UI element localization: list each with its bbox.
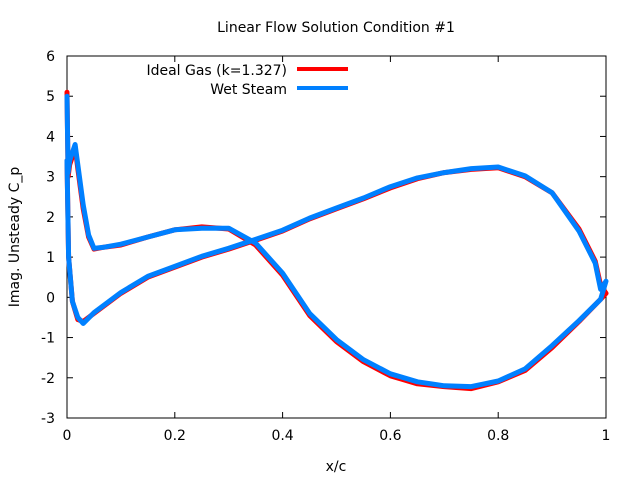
x-axis-label: x/c [326,459,347,475]
y-tick-label: 2 [46,210,55,226]
chart-title: Linear Flow Solution Condition #1 [217,20,455,36]
series-line-ideal-gas [64,89,609,392]
y-tick-label: 5 [46,89,55,105]
y-tick-label: -2 [41,371,55,387]
x-tick-label: 0.4 [271,428,293,444]
y-tick-label: -3 [41,411,55,427]
legend-label-wet-steam: Wet Steam [210,82,287,98]
legend: Ideal Gas (k=1.327) Wet Steam [146,63,348,98]
y-tick-label: 0 [46,290,55,306]
legend-label-ideal-gas: Ideal Gas (k=1.327) [146,63,287,79]
y-tick-label: -1 [41,331,55,347]
x-tick-label: 0.6 [379,428,401,444]
x-tick-label: 1 [602,428,611,444]
y-tick-label: 4 [46,129,55,145]
x-tick-label: 0.8 [487,428,509,444]
y-tick-label: 6 [46,49,55,65]
y-tick-label: 3 [46,170,55,186]
y-tick-label: 1 [46,250,55,266]
series-line-wet-steam [64,93,609,390]
x-tick-label: 0 [63,428,72,444]
y-axis-label: Imag. Unsteady C_p [7,167,23,308]
x-tick-label: 0.2 [164,428,186,444]
